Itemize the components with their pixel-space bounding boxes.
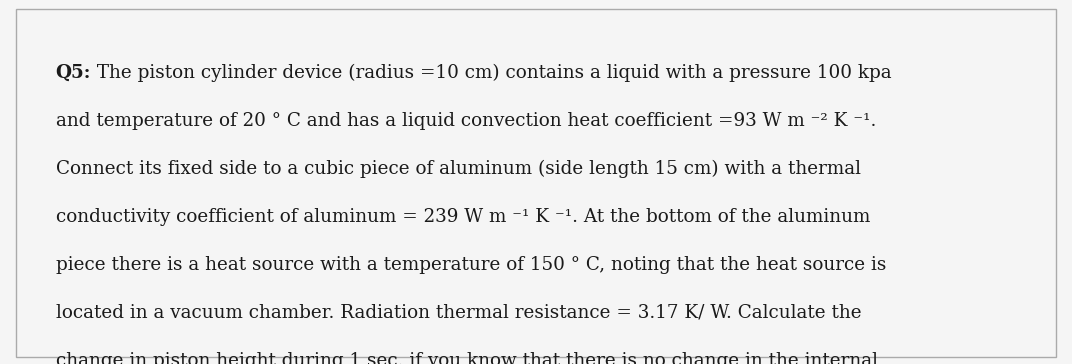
Text: piece there is a heat source with a temperature of 150 ° C, noting that the heat: piece there is a heat source with a temp… bbox=[56, 256, 887, 274]
Text: Connect its fixed side to a cubic piece of aluminum (side length 15 cm) with a t: Connect its fixed side to a cubic piece … bbox=[56, 160, 861, 178]
Text: and temperature of 20 ° C and has a liquid convection heat coefficient =93 W m ⁻: and temperature of 20 ° C and has a liqu… bbox=[56, 112, 876, 130]
Text: change in piston height during 1 sec. if you know that there is no change in the: change in piston height during 1 sec. if… bbox=[56, 352, 878, 364]
Text: conductivity coefficient of aluminum = 239 W m ⁻¹ K ⁻¹. At the bottom of the alu: conductivity coefficient of aluminum = 2… bbox=[56, 208, 870, 226]
Text: The piston cylinder device (radius =10 cm) contains a liquid with a pressure 100: The piston cylinder device (radius =10 c… bbox=[91, 64, 892, 82]
Text: Q5:: Q5: bbox=[56, 64, 91, 82]
Text: located in a vacuum chamber. Radiation thermal resistance = 3.17 K/ W. Calculate: located in a vacuum chamber. Radiation t… bbox=[56, 304, 862, 322]
